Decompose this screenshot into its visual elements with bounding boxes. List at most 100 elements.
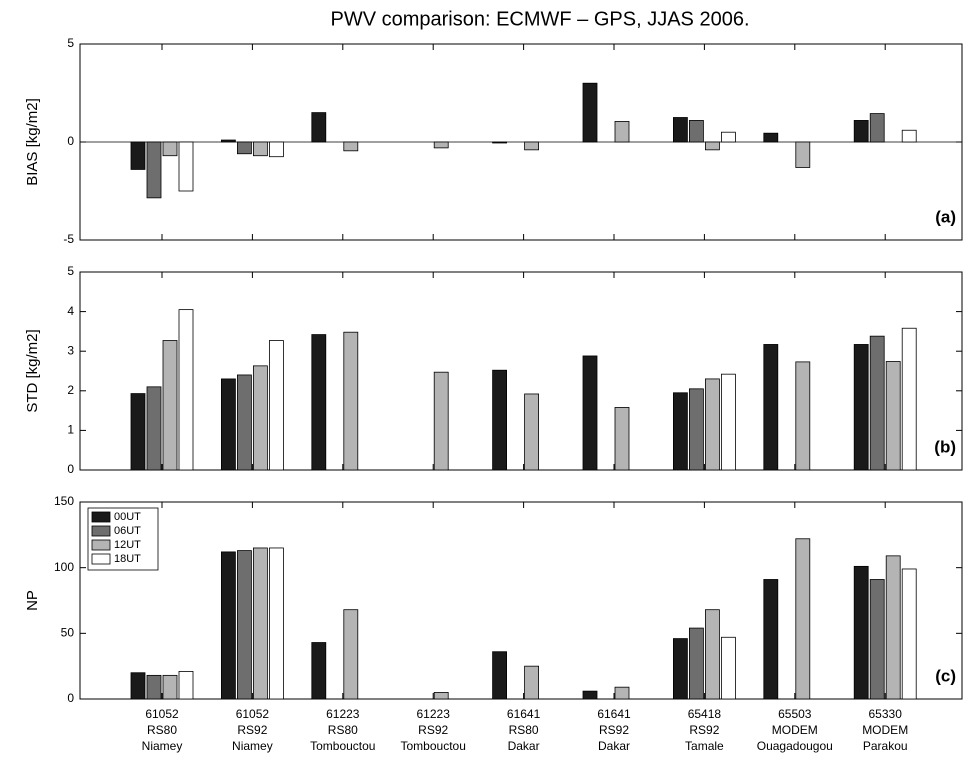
y-tick-label: 5 [67, 36, 74, 50]
bar [673, 392, 688, 471]
bar [236, 374, 252, 471]
y-axis-label: NP [24, 590, 41, 611]
x-tick-label: Dakar [508, 739, 540, 753]
bar [614, 686, 630, 700]
x-tick-label: 61052 [236, 707, 270, 721]
bar [178, 671, 194, 700]
x-tick-label: 61223 [417, 707, 451, 721]
bar [130, 393, 146, 471]
y-tick-label: 4 [67, 304, 74, 318]
x-tick-label: 65330 [869, 707, 903, 721]
x-tick-label: 65418 [688, 707, 722, 721]
x-tick-label: MODEM [862, 723, 908, 737]
x-tick-label: Tombouctou [401, 739, 466, 753]
x-tick-label: 61641 [507, 707, 541, 721]
bar [673, 638, 688, 700]
bar [721, 131, 736, 143]
x-tick-label: RS92 [689, 723, 719, 737]
x-tick-label: Dakar [598, 739, 630, 753]
bar [853, 344, 869, 471]
bar [705, 141, 720, 151]
bar [252, 141, 268, 157]
y-tick-label: 5 [67, 264, 74, 278]
bar [162, 674, 178, 700]
y-tick-label: 0 [67, 462, 74, 476]
x-tick-label: RS80 [328, 723, 358, 737]
bar [795, 141, 811, 168]
bar [343, 141, 359, 152]
y-tick-label: 50 [61, 626, 75, 640]
bar [311, 112, 327, 143]
bar [178, 309, 194, 471]
x-tick-label: Tombouctou [310, 739, 375, 753]
x-tick-label: RS92 [599, 723, 629, 737]
bar [582, 82, 598, 143]
bar [146, 141, 162, 199]
legend-swatch [91, 539, 111, 551]
legend-label: 06UT [114, 525, 141, 537]
x-tick-label: 61223 [326, 707, 360, 721]
y-tick-label: 3 [67, 343, 74, 357]
bar [162, 141, 178, 157]
bar [614, 407, 630, 471]
panel-label: (a) [935, 207, 956, 226]
bar [763, 132, 779, 143]
x-tick-label: 61052 [145, 707, 179, 721]
bar [162, 340, 178, 471]
bar [689, 627, 704, 700]
legend-label: 12UT [114, 539, 141, 551]
x-tick-label: Ouagadougou [757, 739, 833, 753]
y-tick-label: 150 [54, 494, 74, 508]
bar [705, 609, 720, 700]
y-axis-label: STD [kg/m2] [24, 329, 41, 412]
bar [524, 665, 539, 700]
bar [673, 117, 688, 143]
bar [236, 550, 252, 700]
plot-frame [79, 271, 963, 471]
x-tick-label: 61641 [597, 707, 631, 721]
bar [721, 373, 736, 471]
bar [146, 674, 162, 700]
bar [268, 340, 284, 471]
bar [130, 141, 146, 170]
legend-swatch [91, 525, 111, 537]
bar [492, 141, 508, 144]
legend-label: 18UT [114, 553, 141, 565]
bar [146, 386, 162, 471]
legend-label: 00UT [114, 511, 141, 523]
x-tick-label: 65503 [778, 707, 812, 721]
bar [220, 139, 236, 143]
bar [614, 121, 630, 143]
bar [869, 335, 885, 471]
y-tick-label: 100 [54, 560, 74, 574]
y-tick-label: -5 [63, 232, 74, 246]
bar [433, 371, 449, 471]
bar [220, 378, 236, 471]
bar [582, 355, 598, 471]
legend-swatch [91, 553, 111, 565]
x-tick-label: RS92 [418, 723, 448, 737]
x-tick-label: RS80 [147, 723, 177, 737]
bar [178, 141, 194, 192]
bar [268, 141, 284, 158]
panel-label: (c) [935, 666, 956, 685]
bar [311, 642, 327, 700]
bar [236, 141, 252, 155]
bar [492, 369, 508, 471]
x-tick-label: RS92 [237, 723, 267, 737]
bar [492, 651, 508, 700]
panel-label: (b) [934, 437, 956, 456]
bar [689, 388, 704, 471]
bar [869, 113, 885, 143]
x-tick-label: Niamey [142, 739, 183, 753]
bar [433, 141, 449, 149]
bar [869, 579, 885, 700]
bar [252, 365, 268, 471]
bar [433, 692, 449, 700]
bar [721, 636, 736, 700]
bar [252, 547, 268, 700]
bar [130, 672, 146, 700]
bar [268, 547, 284, 700]
bar [795, 538, 811, 700]
x-tick-label: RS80 [509, 723, 539, 737]
